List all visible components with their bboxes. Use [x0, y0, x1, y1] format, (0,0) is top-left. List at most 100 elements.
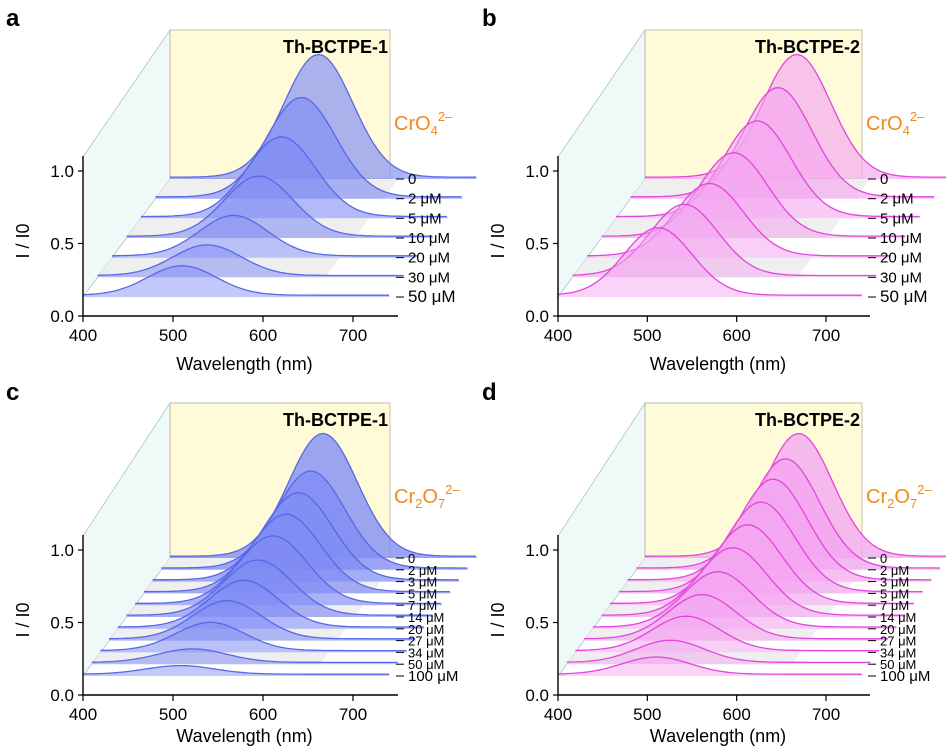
y-tick-label: 0.0	[525, 686, 549, 705]
x-tick-label: 400	[544, 326, 572, 345]
series-label: 100 μM	[880, 668, 930, 685]
y-tick-label: 0.0	[50, 307, 74, 326]
x-tick-label: 700	[339, 326, 367, 345]
x-tick-label: 500	[633, 326, 661, 345]
series-line	[557, 227, 862, 296]
y-axis-title: I / I0	[488, 602, 508, 637]
y-tick-label: 0.5	[525, 614, 549, 633]
series-label: 5 μM	[880, 210, 914, 227]
x-axis-title: Wavelength (nm)	[650, 726, 786, 746]
x-tick-label: 600	[249, 326, 277, 345]
panel-title: Th-BCTPE-2	[755, 410, 860, 430]
series-label: 5 μM	[880, 586, 909, 601]
series-area	[112, 215, 419, 258]
series-line	[126, 175, 433, 237]
series-line	[100, 621, 407, 652]
y-tick-label: 1.0	[525, 541, 549, 560]
series-area	[558, 657, 862, 676]
panel-title: Th-BCTPE-1	[283, 410, 388, 430]
ion-label: CrO42–	[394, 109, 453, 138]
series-line	[592, 571, 897, 628]
ion-label: Cr2O72–	[394, 482, 460, 511]
series-line	[601, 547, 906, 616]
series-area	[141, 136, 448, 219]
series-line	[143, 513, 450, 593]
series-line	[575, 615, 880, 652]
series-label: 20 μM	[408, 622, 444, 637]
series-label: 100 μM	[408, 668, 458, 685]
series-label: 34 μM	[408, 645, 444, 660]
y-axis-title: I / I0	[13, 602, 33, 637]
y-tick-label: 1.0	[50, 162, 74, 181]
series-line	[82, 664, 389, 675]
x-tick-label: 600	[249, 705, 277, 724]
series-line	[141, 136, 447, 218]
series-label: 14 μM	[408, 610, 444, 625]
series-label: 30 μM	[880, 269, 922, 286]
series-label: 20 μM	[408, 250, 450, 267]
series-area	[155, 97, 463, 199]
series-area	[126, 176, 434, 238]
series-line	[135, 535, 442, 605]
x-tick-label: 400	[544, 705, 572, 724]
series-label: 2 μM	[880, 563, 909, 578]
series-area	[616, 120, 920, 219]
series-line	[630, 86, 935, 198]
x-tick-label: 400	[69, 705, 97, 724]
series-label: 34 μM	[880, 645, 916, 660]
series-line	[618, 501, 923, 593]
series-line	[636, 458, 940, 569]
series-area	[83, 665, 390, 676]
series-line	[170, 53, 476, 178]
series-line	[109, 600, 416, 640]
series-line	[126, 559, 433, 616]
series-line	[566, 639, 871, 664]
series-label: 5 μM	[408, 210, 442, 227]
series-line	[557, 656, 862, 675]
series-line	[627, 478, 932, 581]
x-tick-label: 600	[722, 326, 750, 345]
series-label: 2 μM	[408, 191, 442, 208]
series-area	[610, 524, 915, 606]
series-area	[97, 244, 405, 278]
series-label: 0	[880, 171, 888, 188]
y-axis-title: I / I0	[13, 223, 33, 258]
series-line	[645, 432, 946, 557]
y-tick-label: 0.5	[525, 235, 549, 254]
series-label: 10 μM	[408, 230, 450, 247]
panel-letter-b: b	[482, 5, 497, 32]
series-label: 0	[880, 551, 887, 566]
x-tick-label: 500	[159, 326, 187, 345]
panel-title: Th-BCTPE-2	[755, 37, 860, 57]
series-area	[100, 622, 408, 653]
panel-title: Th-BCTPE-1	[283, 37, 388, 57]
series-line	[97, 244, 404, 277]
series-label: 50 μM	[408, 657, 444, 672]
series-area	[126, 560, 434, 617]
x-tick-label: 700	[812, 705, 840, 724]
series-label: 2 μM	[880, 191, 914, 208]
x-tick-label: 600	[722, 705, 750, 724]
x-tick-label: 700	[812, 326, 840, 345]
series-label: 27 μM	[880, 634, 916, 649]
series-label: 0	[408, 551, 415, 566]
series-line	[572, 203, 877, 277]
y-tick-label: 1.0	[525, 162, 549, 181]
series-line	[610, 524, 914, 605]
x-axis-title: Wavelength (nm)	[176, 354, 312, 374]
panel-letter-a: a	[6, 5, 20, 32]
series-line	[169, 432, 477, 557]
series-line	[644, 53, 946, 178]
series-label: 50 μM	[880, 287, 928, 306]
x-axis-title: Wavelength (nm)	[650, 354, 786, 374]
y-tick-label: 0.5	[50, 614, 74, 633]
series-label: 5 μM	[408, 586, 437, 601]
ion-label: Cr2O72–	[866, 482, 932, 511]
x-tick-label: 400	[69, 326, 97, 345]
series-label: 27 μM	[408, 634, 444, 649]
series-area	[558, 227, 862, 297]
